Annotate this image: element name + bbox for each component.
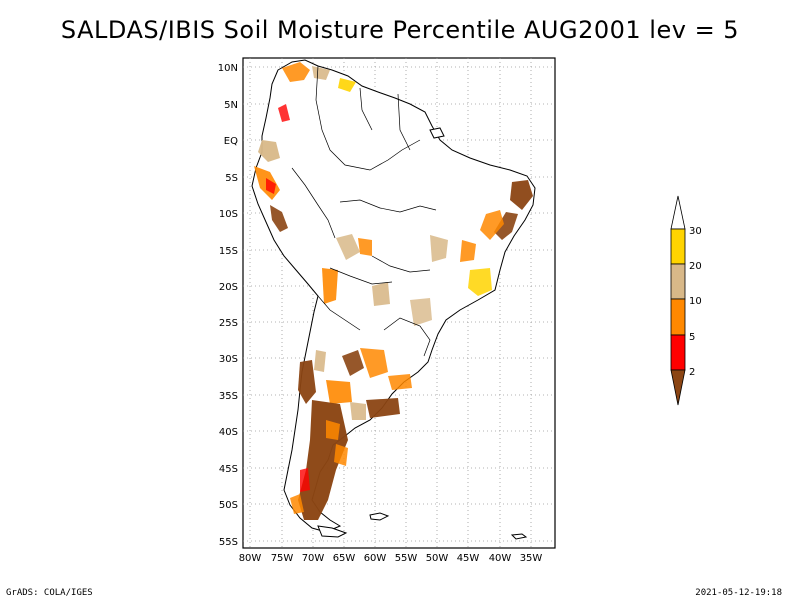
lon-label: 70W (302, 553, 325, 564)
lat-label: 45S (219, 464, 238, 475)
lon-label: 65W (333, 553, 356, 564)
lat-label: EQ (224, 136, 238, 147)
lat-label: 5S (225, 173, 238, 184)
lat-label: 25S (219, 318, 238, 329)
colorbar-bottom-arrow (670, 369, 686, 406)
lat-label: 35S (219, 391, 238, 402)
footer-credit: GrADS: COLA/IGES (6, 588, 93, 598)
lat-label: 55S (219, 537, 238, 548)
colorbar-label: 30 (689, 226, 702, 237)
colorbar-top-arrow (670, 195, 686, 230)
colorbar-bin-5-10 (670, 298, 686, 336)
lon-label: 50W (426, 553, 449, 564)
lon-label: 80W (239, 553, 262, 564)
lon-label: 55W (395, 553, 418, 564)
colorbar-bin-10-20 (670, 263, 686, 300)
lat-label: 20S (219, 282, 238, 293)
lat-label: 5N (224, 100, 238, 111)
lon-label: 45W (457, 553, 480, 564)
colorbar-bin-20-30 (670, 228, 686, 265)
lon-labels: 80W 75W 70W 65W 60W 55W 50W 45W 40W 35W (239, 553, 543, 564)
lon-label: 75W (271, 553, 294, 564)
colorbar-label: 10 (689, 296, 702, 307)
colorbar-labels: 30 20 10 5 2 (689, 226, 702, 378)
lat-label: 50S (219, 500, 238, 511)
lat-label: 10S (219, 209, 238, 220)
lat-labels: 10N 5N EQ 5S 10S 15S 20S 25S 30S 35S 40S… (218, 63, 238, 548)
lat-label: 15S (219, 246, 238, 257)
lon-label: 60W (364, 553, 387, 564)
colorbar (670, 195, 686, 406)
lat-label: 10N (218, 63, 238, 74)
colorbar-label: 2 (689, 367, 695, 378)
percentile-fill (254, 62, 533, 520)
map-title: SALDAS/IBIS Soil Moisture Percentile AUG… (60, 16, 740, 44)
colorbar-label: 5 (689, 332, 695, 343)
lon-label: 35W (520, 553, 543, 564)
lat-label: 30S (219, 354, 238, 365)
lat-label: 40S (219, 427, 238, 438)
colorbar-bin-2-5 (670, 334, 686, 371)
footer-timestamp: 2021-05-12-19:18 (695, 588, 782, 598)
borders (291, 65, 437, 357)
colorbar-label: 20 (689, 261, 702, 272)
lon-label: 40W (489, 553, 512, 564)
